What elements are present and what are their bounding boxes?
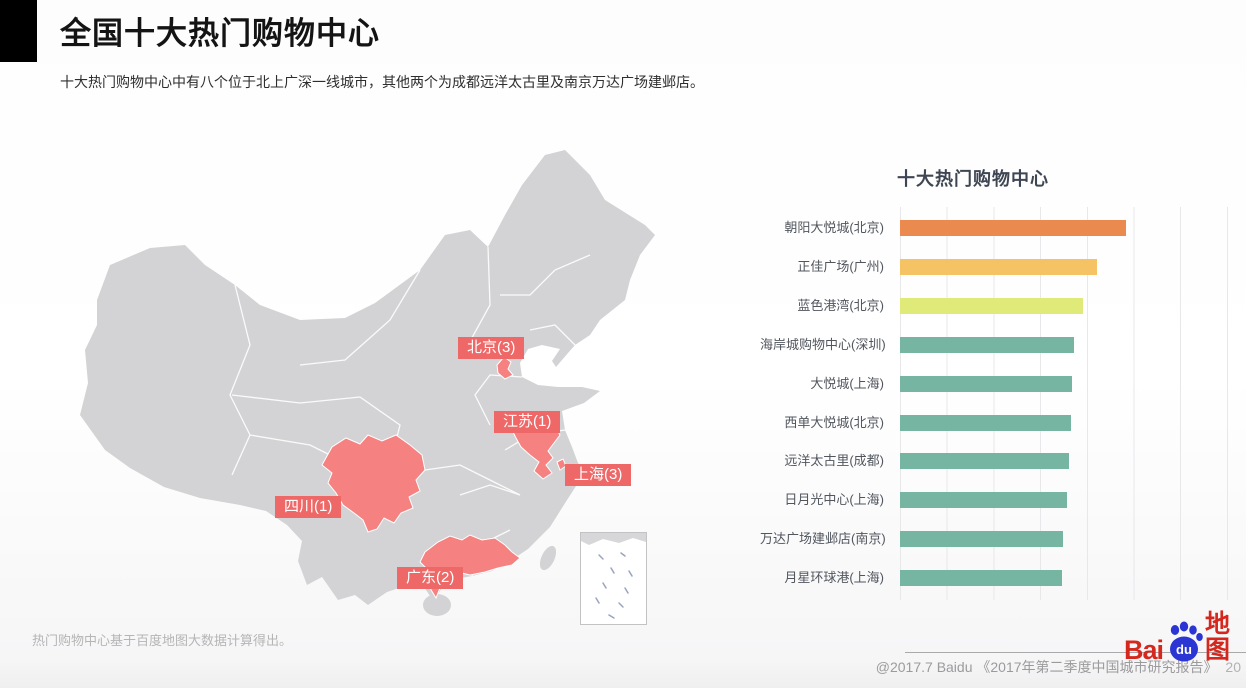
map-label-guangdong: 广东(2): [397, 567, 464, 589]
chart-category-label: 西单大悦城(北京): [784, 414, 884, 430]
top10-bar-chart: 朝阳大悦城(北京) 正佳广场(广州) 蓝色港湾(北京) 海岸城购物中心(深圳) 大悦城(…: [760, 207, 1240, 602]
chart-bar: [900, 570, 1062, 587]
credit-text: @2017.7 Baidu 《2017年第二季度中国城市研究报告》: [875, 659, 1218, 675]
chart-bar: [900, 531, 1063, 548]
map-label-beijing: 北京(3): [458, 337, 525, 359]
taiwan-island: [539, 545, 557, 571]
chart-category-label: 远洋太古里(成都): [784, 453, 884, 469]
chart-category-label: 日月光中心(上海): [784, 492, 884, 508]
baidu-map-logo: Bai du 地图: [1124, 610, 1246, 665]
map-label-sichuan: 四川(1): [275, 496, 342, 518]
highlighted-provinces: [321, 356, 567, 600]
chart-category-label: 月星环球港(上海): [784, 570, 884, 586]
chart-category-label: 朝阳大悦城(北京): [784, 220, 884, 235]
page-title: 全国十大热门购物中心: [60, 16, 380, 51]
china-map: [60, 135, 680, 635]
footer-credit: @2017.7 Baidu 《2017年第二季度中国城市研究报告》 20: [876, 657, 1241, 677]
chart-bar: [900, 375, 1072, 392]
china-map-svg: [80, 150, 655, 616]
chart-bar: [900, 297, 1083, 314]
logo-bai-text: Bai: [1124, 635, 1164, 665]
footnote: 热门购物中心基于百度地图大数据计算得出。: [32, 633, 293, 648]
chart-bar: [900, 414, 1071, 431]
chart-category-label: 大悦城(上海): [810, 375, 884, 391]
province-sichuan: [321, 434, 426, 533]
chart-bar: [900, 220, 1126, 236]
chart-title: 十大热门购物中心: [897, 169, 1049, 189]
province-borders: [229, 246, 591, 577]
chart-category-label: 正佳广场(广州): [797, 258, 884, 274]
hainan-island: [423, 594, 451, 616]
chart-category-label: 蓝色港湾(北京): [797, 297, 884, 313]
south-china-sea-inset: [580, 532, 647, 625]
china-mainland-shape: [80, 150, 655, 605]
slide-corner-marker: [0, 0, 37, 62]
chart-category-label: 万达广场建邺店(南京): [760, 531, 886, 547]
chart-bar: [900, 453, 1069, 470]
inset-islands-svg: [581, 533, 646, 619]
chart-category-label: 海岸城购物中心(深圳): [760, 336, 886, 352]
map-label-jiangsu: 江苏(1): [494, 411, 561, 433]
baidu-paw-icon: du: [1164, 621, 1204, 663]
svg-text:du: du: [1176, 642, 1192, 657]
chart-bar: [900, 336, 1074, 353]
chart-bar: [900, 492, 1067, 509]
page-number: 20: [1225, 659, 1241, 675]
logo-product-text: 地图: [1205, 610, 1230, 664]
page-subtitle: 十大热门购物中心中有八个位于北上广深一线城市，其他两个为成都远洋太古里及南京万达…: [60, 74, 704, 90]
map-label-shanghai: 上海(3): [565, 464, 632, 486]
footer-divider: [905, 652, 1246, 653]
chart-bar: [900, 258, 1097, 275]
